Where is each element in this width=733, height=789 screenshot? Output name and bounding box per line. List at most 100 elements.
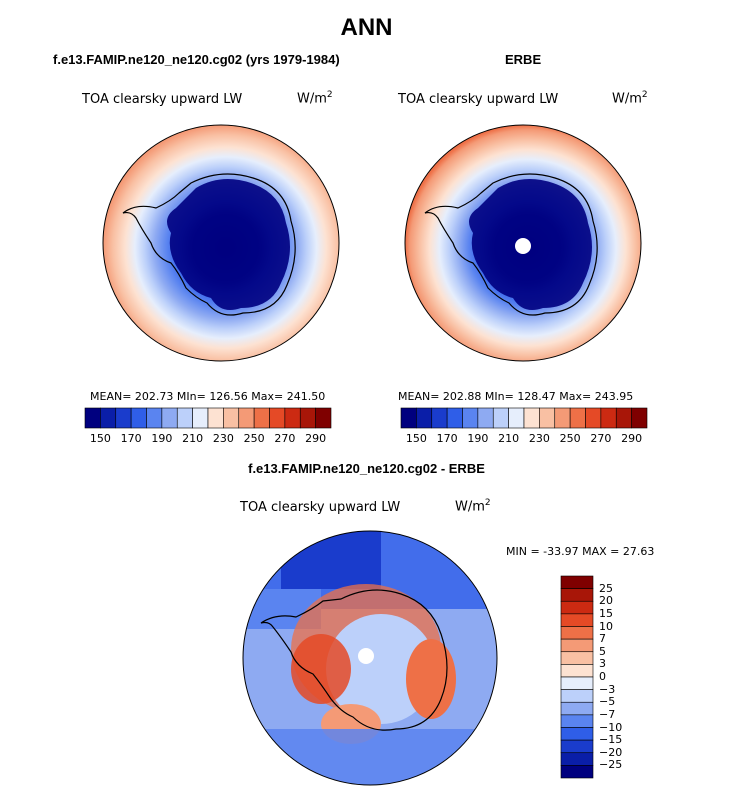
map-model-coastline: [122, 173, 296, 316]
map-obs-coastline: [424, 173, 598, 316]
panel3-units-exp: 2: [484, 498, 491, 508]
colorbar-model-swatch: [238, 407, 255, 429]
colorbar-diff-swatch: [560, 575, 594, 589]
colorbar-obs-swatch: [631, 407, 648, 429]
colorbar-model-swatch: [100, 407, 117, 429]
colorbar-obs-tick-label: 150: [405, 432, 427, 445]
colorbar-diff-tick-label: −25: [599, 758, 623, 772]
colorbar-model-swatch: [115, 407, 132, 429]
panel2-variable-label: TOA clearsky upward LW: [398, 92, 559, 107]
colorbar-obs-tick-label: 190: [467, 432, 489, 445]
map-diff-pole-hole: [358, 648, 374, 664]
colorbar-diff-swatch: [560, 739, 594, 754]
colorbar-diff-swatch: [560, 664, 594, 678]
colorbar-model-swatch: [284, 407, 301, 429]
colorbar-diff-tick-label: 0: [599, 670, 606, 683]
colorbar-model-swatch: [299, 407, 316, 429]
panel3-units: W/m2: [455, 498, 491, 514]
colorbar-obs-tick-label: 210: [498, 432, 520, 445]
panel2-units: W/m2: [612, 90, 648, 106]
colorbar-obs-swatch: [615, 407, 632, 429]
colorbar-model-tick-label: 190: [151, 432, 173, 445]
colorbar-model-tick-label: 250: [243, 432, 265, 445]
colorbar-model-swatch: [146, 407, 163, 429]
colorbar-diff-tick-label: 3: [599, 657, 606, 671]
colorbar-diff-tick-label: 25: [599, 581, 613, 595]
panel1-units-base: W/m: [297, 91, 327, 107]
colorbar-obs-swatch: [416, 407, 433, 429]
colorbar-model-swatch: [253, 407, 270, 429]
colorbar-obs-tick-label: 290: [621, 432, 643, 445]
colorbar-diff-swatch: [560, 626, 594, 640]
colorbar-model-tick-label: 270: [274, 432, 296, 445]
colorbar-diff-swatch: [560, 727, 594, 741]
panel2-units-base: W/m: [612, 91, 642, 107]
colorbar-model-swatch: [84, 407, 101, 429]
map-model: [102, 124, 340, 362]
colorbar-diff-tick-label: 10: [599, 619, 613, 633]
colorbar-diff-swatch: [560, 765, 594, 779]
panel1-title: f.e13.FAMIP.ne120_ne120.cg02 (yrs 1979-1…: [53, 52, 340, 67]
colorbar-model-tick-label: 210: [182, 432, 204, 445]
colorbar-obs-swatch: [554, 407, 571, 429]
colorbar-diff-tick-label: −5: [599, 695, 616, 709]
colorbar-diff-swatch: [560, 600, 594, 615]
colorbar-model-swatch: [207, 407, 224, 429]
colorbar-model-tick-label: 290: [305, 432, 327, 445]
colorbar-obs-swatch: [539, 407, 556, 429]
colorbar-diff-swatch: [560, 714, 594, 728]
map-diff-frame: [242, 530, 498, 786]
colorbar-diff-tick-label: −10: [599, 720, 623, 734]
colorbar-obs-swatch: [492, 407, 509, 429]
map-diff-coastline: [260, 589, 448, 731]
panel2-units-exp: 2: [641, 90, 648, 100]
colorbar-model-swatch: [315, 407, 332, 429]
colorbar-obs-swatch: [585, 407, 602, 429]
colorbar-diff-swatch: [560, 689, 594, 703]
map-diff: [242, 530, 498, 786]
map-obs: [404, 124, 642, 362]
colorbar-diff: [560, 575, 594, 779]
colorbar-diff-tick-label: 15: [599, 606, 613, 620]
map-obs-frame: [404, 124, 642, 362]
colorbar-obs-swatch: [600, 407, 617, 429]
colorbar-diff-swatch: [560, 752, 594, 766]
map-obs-pole-hole: [515, 238, 531, 254]
panel3-units-base: W/m: [455, 499, 485, 515]
colorbar-model-tick-label: 150: [89, 432, 111, 445]
colorbar-diff-swatch: [560, 588, 594, 602]
colorbar-diff-tick-label: 5: [599, 644, 606, 658]
colorbar-model: [84, 407, 332, 429]
colorbar-diff-tick-label: −20: [599, 745, 623, 759]
colorbar-diff-tick-label: −3: [599, 682, 616, 696]
panel1-variable-label: TOA clearsky upward LW: [82, 92, 243, 107]
colorbar-obs-tick-label: 230: [528, 432, 550, 445]
colorbar-obs-swatch: [431, 407, 448, 429]
panel1-units: W/m2: [297, 90, 333, 106]
colorbar-model-swatch: [161, 407, 178, 429]
colorbar-obs-swatch: [400, 407, 417, 429]
panel3-variable-label: TOA clearsky upward LW: [240, 500, 401, 515]
colorbar-model-swatch: [269, 407, 286, 429]
colorbar-diff-swatch: [560, 651, 594, 665]
colorbar-diff-tick-label: 20: [599, 594, 613, 608]
colorbar-obs-swatch: [569, 407, 586, 429]
colorbar-obs-swatch: [477, 407, 494, 429]
panel2-title: ERBE: [505, 52, 542, 67]
colorbar-diff-tick-label: −15: [599, 733, 623, 747]
colorbar-obs-swatch: [508, 407, 525, 429]
map-model-frame: [102, 124, 340, 362]
colorbar-diff-tick-label: −7: [599, 707, 616, 721]
colorbar-obs-swatch: [446, 407, 463, 429]
colorbar-diff-swatch: [560, 638, 594, 653]
colorbar-obs: [400, 407, 648, 429]
colorbar-diff-swatch: [560, 701, 594, 716]
colorbar-obs-tick-label: 250: [559, 432, 581, 445]
colorbar-model-swatch: [176, 407, 193, 429]
colorbar-model-swatch: [223, 407, 240, 429]
colorbar-diff-swatch: [560, 676, 594, 690]
colorbar-model-swatch: [192, 407, 209, 429]
panel3-title: f.e13.FAMIP.ne120_ne120.cg02 - ERBE: [248, 461, 485, 476]
colorbar-obs-swatch: [462, 407, 479, 429]
panel3-stats: MIN = -33.97 MAX = 27.63: [506, 545, 655, 558]
